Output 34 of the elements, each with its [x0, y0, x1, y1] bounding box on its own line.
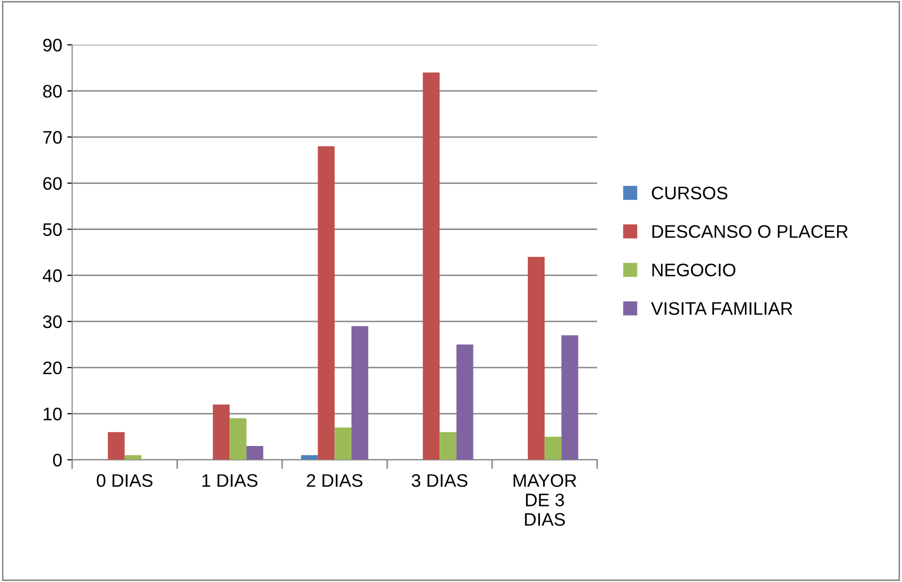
- legend-label: CURSOS: [652, 186, 728, 200]
- y-tick-label: 40: [42, 269, 62, 282]
- y-tick-label: 30: [43, 315, 62, 328]
- bar: [422, 72, 440, 460]
- y-tick-label: 60: [43, 177, 62, 190]
- y-tick-label: 10: [44, 408, 62, 420]
- bar: [124, 455, 142, 460]
- y-tick-label: 80: [43, 84, 62, 98]
- bar: [246, 446, 264, 460]
- x-tick-label: MAYOR DE 3 DIAS: [514, 474, 576, 526]
- bar: [318, 146, 335, 460]
- y-tick-label: 0: [53, 454, 62, 466]
- legend-label: NEGOCIO: [652, 264, 736, 276]
- bar: [212, 404, 230, 460]
- y-tick-label: 70: [43, 130, 62, 144]
- bar: [230, 418, 246, 460]
- legend-label: VISITA FAMILIAR: [651, 302, 792, 315]
- bar: [108, 432, 125, 460]
- y-tick-label: 20: [43, 362, 62, 374]
- y-tick-label: 90: [43, 38, 62, 52]
- x-tick-label: 2 DIAS: [306, 474, 362, 487]
- y-tick-label: 50: [43, 223, 62, 236]
- bar: [544, 436, 562, 460]
- bar: [456, 344, 474, 460]
- legend-label: DESCANSO O PLACER: [652, 225, 848, 238]
- bar: [334, 428, 352, 460]
- x-tick-label: 1 DIAS: [202, 474, 258, 487]
- bar: [301, 455, 318, 460]
- x-tick-label: 0 DIAS: [96, 474, 152, 487]
- x-tick-label: 3 DIAS: [412, 474, 468, 487]
- bar: [440, 432, 456, 460]
- bar: [561, 335, 578, 460]
- bar: [528, 256, 545, 460]
- bar: [351, 326, 368, 460]
